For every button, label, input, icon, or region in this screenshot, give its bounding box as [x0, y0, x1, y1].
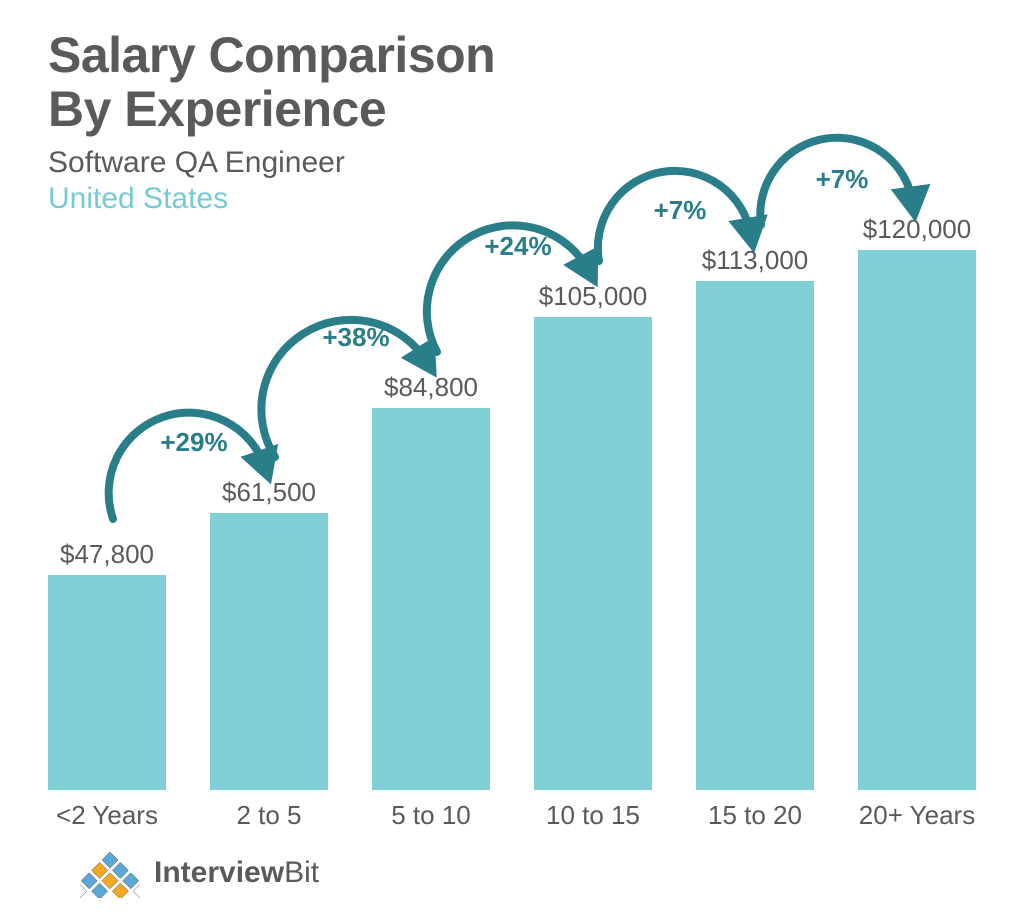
brand-bold: Interview	[154, 856, 284, 889]
x-axis-label: <2 Years	[33, 800, 181, 831]
growth-arc	[760, 138, 913, 225]
bar-chart: $47,800$61,500$84,800$105,000$113,000$12…	[48, 0, 978, 790]
brand-light: Bit	[284, 856, 319, 889]
arc-arrows	[48, 0, 978, 790]
interviewbit-logo-icon	[80, 848, 140, 898]
growth-arc	[598, 171, 751, 261]
growth-arc	[109, 413, 265, 519]
x-axis-label: 2 to 5	[195, 800, 343, 831]
x-axis-label: 20+ Years	[843, 800, 991, 831]
growth-arc	[261, 320, 427, 457]
x-axis-label: 5 to 10	[357, 800, 505, 831]
x-axis-label: 10 to 15	[519, 800, 667, 831]
growth-arc	[427, 225, 589, 352]
x-axis-label: 15 to 20	[681, 800, 829, 831]
brand-footer: InterviewBit	[80, 848, 319, 898]
brand-text: InterviewBit	[154, 856, 319, 890]
